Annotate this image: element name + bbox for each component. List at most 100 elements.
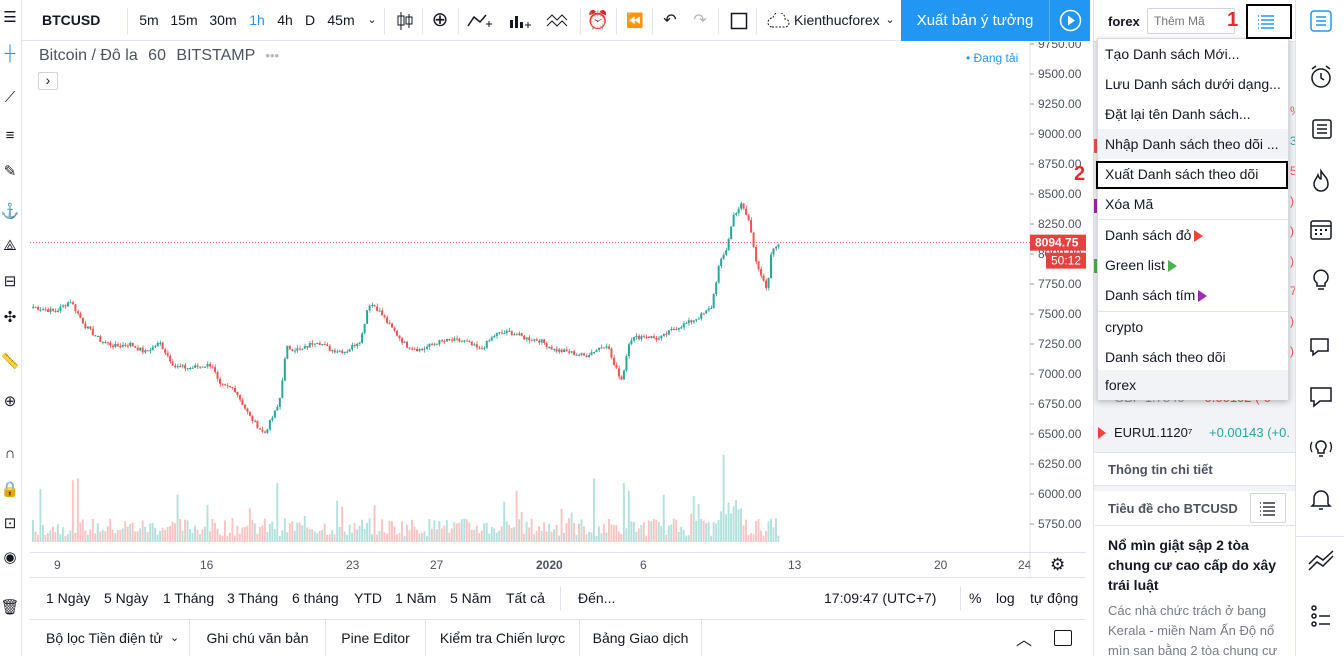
layout-chevron-down-icon[interactable]: ⌄ [885,14,895,26]
range-6m[interactable]: 6 tháng [292,590,339,606]
notifications-bell-icon[interactable] [1308,486,1334,512]
menu-purple-list[interactable]: Danh sách tím [1098,280,1288,310]
fib-icon[interactable]: ≡ [5,127,15,144]
undo-icon[interactable]: ↶ [663,12,677,29]
range-5d[interactable]: 5 Ngày [104,590,149,606]
tab-trading-panel[interactable]: Bảng Giao dịch [580,620,702,656]
time-axis[interactable]: 9 16 23 27 2020 6 13 20 24 ⚙ [30,552,1086,577]
financials-icon[interactable] [506,0,534,41]
interval-30m[interactable]: 30m [209,12,237,28]
ruler-icon[interactable]: 📏 [0,353,20,370]
watchlist-name[interactable]: forex [1108,14,1140,29]
chart-pane[interactable]: 9750.00 9500.00 9250.00 9000.00 8750.00 8500.… [30,42,1086,552]
templates-icon[interactable] [544,0,572,41]
chats-icon[interactable] [1308,334,1334,360]
menu-clear-symbols[interactable]: Xóa Mã [1105,196,1154,212]
chat-icon[interactable] [1308,384,1334,410]
zoom-icon[interactable]: ⊕ [3,393,17,410]
data-window-icon[interactable] [1308,116,1334,142]
cloud-icon[interactable] [764,0,792,41]
interval-chevron-down-icon[interactable]: ⌄ [367,14,377,26]
watchlist-menu-button[interactable] [1248,8,1286,36]
tab-pine-editor[interactable]: Pine Editor [326,620,426,656]
lightbulb-icon[interactable] [1308,266,1334,292]
legend-more-icon[interactable]: ••• [265,48,280,63]
magnet-icon[interactable]: ∩ [4,445,16,462]
expand-legend-button[interactable]: › [38,72,58,90]
goto-date-button[interactable]: Đến... [578,590,616,606]
add-compare-icon[interactable]: ⊕ [431,9,449,31]
watchlist-icon[interactable] [1308,8,1334,34]
news-list-button[interactable] [1250,493,1286,523]
calendar-icon[interactable] [1308,216,1334,242]
menu-import-list[interactable]: Nhập Danh sách theo dõi ... [1098,129,1288,159]
range-ytd[interactable]: YTD [354,590,382,606]
maximize-panel-icon[interactable] [1054,630,1072,646]
interval-15m[interactable]: 15m [170,12,198,28]
interval-1h[interactable]: 1h [249,12,265,28]
tab-text-notes[interactable]: Ghi chú văn bản [190,620,326,656]
legend-symbol[interactable]: Bitcoin / Đô la [39,47,138,64]
menu-save-list-as[interactable]: Lưu Danh sách dưới dạng... [1105,76,1281,92]
shapes-icon[interactable]: ✣ [3,309,17,326]
tab-strategy-tester[interactable]: Kiểm tra Chiến lược [426,620,580,656]
anchor-icon[interactable]: ⚓ [0,203,20,220]
tab-crypto-screener[interactable]: Bộ lọc Tiền điện tử ⌄ [30,620,190,656]
add-symbol-input[interactable] [1147,8,1235,34]
screener-chevron-down-icon[interactable]: ⌄ [170,632,180,644]
alarm-clock-icon[interactable] [1308,64,1334,90]
interval-45m[interactable]: 45m [327,12,355,28]
price-chart[interactable]: 9750.00 9500.00 9250.00 9000.00 8750.00 8500.… [30,42,1086,552]
range-1y[interactable]: 1 Năm [395,590,437,606]
layout-name[interactable]: Kienthucforex [794,12,880,28]
interval-4h[interactable]: 4h [277,12,293,28]
eye-icon[interactable]: ◉ [3,549,17,566]
range-3m[interactable]: 3 Tháng [227,590,279,606]
brush-icon[interactable]: ✎ [3,163,17,180]
pattern-icon[interactable]: ⟁ [3,237,17,254]
range-5y[interactable]: 5 Năm [450,590,492,606]
alert-icon[interactable]: ⏰ [586,10,610,30]
clock-timezone[interactable]: 17:09:47 (UTC+7) [824,590,937,606]
unlock-icon[interactable]: ⊡ [3,515,17,532]
range-1m[interactable]: 1 Tháng [163,590,215,606]
range-1d[interactable]: 1 Ngày [46,590,91,606]
symbol-search[interactable]: BTCUSD [42,12,101,28]
menu-list-crypto[interactable]: crypto [1105,319,1144,335]
menu-list-watchlist[interactable]: Danh sách theo dõi [1105,349,1226,365]
collapse-panel-chevron-up-icon[interactable]: ︿ [1016,632,1033,649]
auto-scale-toggle[interactable]: tự động [1030,590,1079,606]
menu-rename-list[interactable]: Đặt lại tên Danh sách... [1105,106,1251,122]
hotlist-fire-icon[interactable] [1308,168,1334,194]
indicators-icon[interactable] [466,0,494,41]
candles-icon[interactable] [394,0,416,41]
fullscreen-icon[interactable] [728,0,750,41]
menu-icon[interactable]: ☰ [3,9,17,26]
menu-red-list[interactable]: Danh sách đỏ [1098,220,1288,250]
stream-button[interactable] [1049,0,1090,41]
publish-idea-button[interactable]: Xuất bản ý tưởng [901,0,1049,41]
redo-icon[interactable]: ↷ [693,12,707,29]
trend-line-icon[interactable]: ⟋ [4,89,16,106]
ideas-stream-icon[interactable] [1308,434,1334,460]
menu-create-list[interactable]: Tạo Danh sách Mới... [1105,46,1240,62]
red-flag-icon[interactable] [1098,427,1106,439]
replay-icon[interactable]: ⏪ [626,12,644,28]
chart-flow-icon[interactable] [1308,550,1334,576]
news-headline[interactable]: Nổ mìn giật sập 2 tòa chung cư cao cấp d… [1108,537,1277,593]
chart-settings-gear-icon[interactable]: ⚙ [1050,555,1066,574]
range-all[interactable]: Tất cả [506,590,545,606]
details-section[interactable]: Thông tin chi tiết [1094,452,1295,486]
menu-list-forex[interactable]: forex [1098,370,1288,400]
trash-icon[interactable]: 🗑 [0,599,20,616]
menu-green-list[interactable]: Green list [1098,250,1288,280]
log-toggle[interactable]: log [996,590,1015,606]
object-tree-icon[interactable] [1308,602,1334,628]
interval-5m[interactable]: 5m [139,12,159,28]
cursor-icon[interactable]: ┼ [4,45,16,62]
prediction-icon[interactable]: ⊟ [3,273,17,290]
interval-d[interactable]: D [304,12,316,28]
lock-icon[interactable]: 🔒 [0,481,20,498]
watchlist-row[interactable]: EURU 1.1120⁷ +0.00143 (+0. [1094,418,1295,448]
percent-toggle[interactable]: % [969,590,982,606]
